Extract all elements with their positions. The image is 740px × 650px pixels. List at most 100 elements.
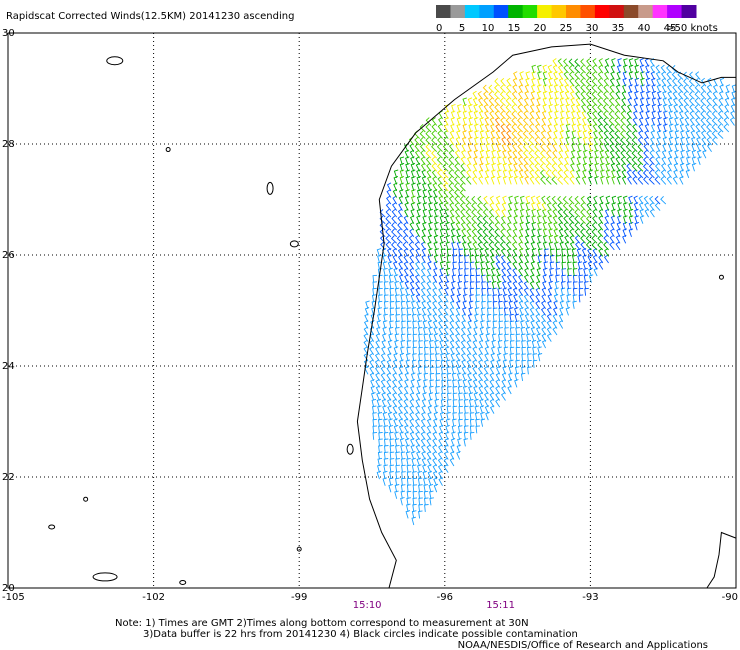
wind-barb [718, 90, 724, 100]
wind-barb [398, 261, 403, 270]
wind-barb [416, 189, 422, 198]
wind-barb [534, 136, 541, 146]
wind-barb [433, 254, 439, 264]
wind-barb [421, 293, 426, 303]
time-labels: 15:10 15:11 [353, 600, 515, 611]
wind-barb [521, 346, 526, 355]
wind-barb [585, 71, 592, 80]
colorbar-tick-label: 35 [612, 23, 625, 34]
wind-barb [409, 411, 415, 421]
wind-barb [561, 268, 567, 277]
wind-barb [631, 130, 638, 139]
wind-barb [486, 274, 491, 283]
wind-barb [628, 228, 634, 237]
wind-barb [554, 241, 559, 251]
wind-barb [492, 320, 498, 329]
wind-barb [643, 176, 649, 185]
wind-barb [552, 313, 558, 323]
wind-barb [492, 294, 498, 303]
wind-barb [452, 267, 457, 277]
wind-barb [591, 222, 598, 231]
wind-barb [668, 130, 674, 139]
wind-barb [654, 202, 661, 211]
wind-barb [479, 405, 485, 414]
wind-barb [598, 208, 604, 218]
wind-barb [418, 510, 423, 519]
wind-barb [489, 398, 495, 408]
wind-barb [542, 90, 548, 100]
wind-barb [471, 222, 478, 231]
wind-barb [376, 398, 382, 408]
wind-barb [577, 261, 583, 270]
wind-barb [603, 235, 609, 244]
wind-barb [531, 221, 536, 231]
wind-barb [514, 195, 519, 205]
wind-barb [458, 255, 463, 264]
wind-barb [420, 156, 426, 166]
wind-barb [452, 392, 458, 401]
wind-barb [503, 307, 509, 316]
wind-barb [552, 326, 558, 336]
wind-barb [385, 215, 392, 225]
wind-barb [637, 156, 644, 166]
wind-barb [564, 156, 569, 166]
wind-barb [399, 169, 405, 179]
wind-barb [668, 110, 674, 120]
wind-barb [405, 510, 411, 519]
wind-barb [428, 392, 434, 401]
wind-barb [437, 313, 443, 323]
wind-barb [401, 314, 406, 322]
wind-barb [532, 359, 538, 368]
wind-barb [705, 110, 712, 120]
wind-barb [531, 208, 536, 218]
wind-barb [723, 123, 730, 133]
wind-barb [557, 176, 564, 185]
wind-barb [541, 333, 546, 342]
wind-barb [506, 77, 512, 87]
wind-barb [393, 169, 399, 179]
wind-barb [417, 477, 423, 486]
wind-barb [620, 110, 627, 120]
wind-barb [457, 438, 462, 447]
wind-barb [463, 248, 469, 257]
wind-barb [534, 150, 541, 159]
wind-barb [534, 169, 541, 179]
wind-barb [395, 314, 400, 322]
wind-barb [441, 392, 446, 401]
wind-barb [375, 379, 380, 388]
wind-barb [455, 136, 461, 146]
wind-barb [398, 411, 403, 421]
wind-barb [574, 209, 581, 218]
wind-barb [514, 320, 520, 329]
wind-barb [412, 320, 417, 329]
colorbar-tick-label: 20 [534, 23, 547, 34]
wind-barb [597, 104, 604, 113]
wind-barb [631, 150, 638, 159]
wind-barb [472, 372, 478, 382]
wind-barb [546, 313, 552, 323]
wind-barb [662, 103, 668, 113]
wind-barb [494, 235, 501, 244]
wind-barb [528, 163, 535, 172]
wind-barb [512, 143, 518, 152]
wind-barb [620, 149, 627, 159]
wind-barb [428, 326, 433, 336]
wind-barb [372, 425, 378, 434]
wind-barb [628, 77, 634, 87]
wind-barb [639, 215, 645, 224]
latitude-label: 24 [2, 361, 15, 372]
wind-barb [549, 267, 554, 277]
wind-barb [395, 458, 400, 467]
wind-barb [700, 123, 707, 133]
wind-barb [479, 254, 485, 264]
wind-barb [598, 130, 604, 139]
wind-barb [451, 431, 456, 440]
wind-barb [406, 333, 412, 342]
wind-barb [655, 71, 661, 80]
wind-barb [463, 425, 469, 434]
wind-barb [492, 300, 498, 309]
wind-barb [523, 104, 529, 113]
wind-barb [643, 156, 649, 166]
wind-barb [560, 287, 566, 296]
wind-barb [628, 58, 634, 67]
